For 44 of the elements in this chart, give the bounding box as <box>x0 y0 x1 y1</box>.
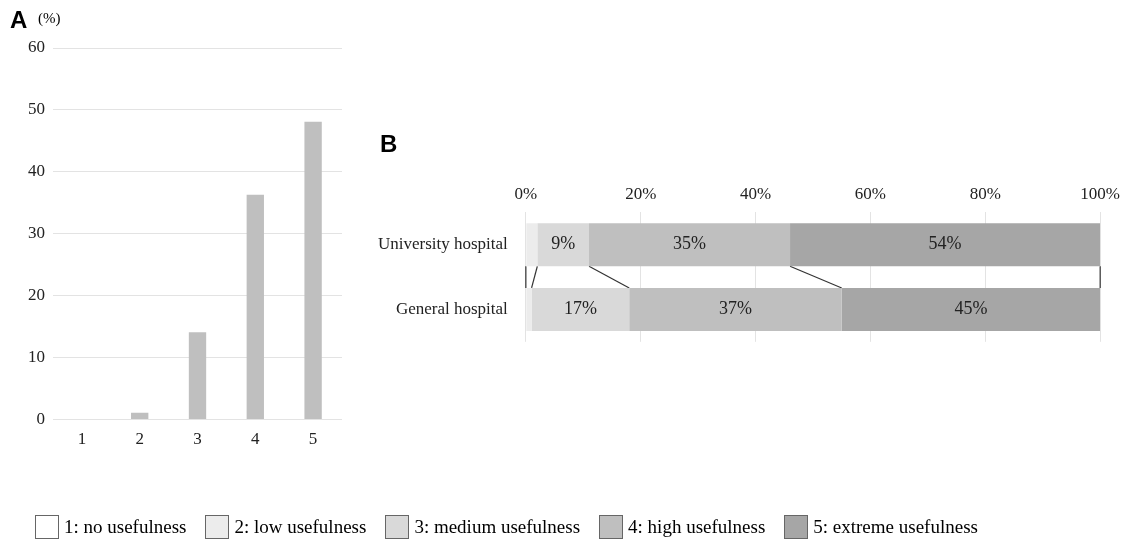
x-tick-label: 80% <box>969 183 1001 203</box>
y-axis-title: (%) <box>38 10 61 27</box>
y-tick-label: 50 <box>28 99 45 119</box>
x-tick-label: 1 <box>77 429 87 449</box>
x-tick-label: 100% <box>1080 183 1121 203</box>
bar <box>531 287 630 331</box>
bar <box>537 223 590 267</box>
x-tick-label: 60% <box>854 183 887 203</box>
y-tick-label: 20 <box>28 285 45 305</box>
x-tick-label: 4 <box>251 429 261 449</box>
bar <box>589 223 791 267</box>
data-label: 37% <box>718 298 752 319</box>
data-label: 45% <box>954 298 988 319</box>
data-label: 9% <box>551 233 576 254</box>
legend-label: 4: high usefulness <box>628 516 766 538</box>
y-tick-label: 10 <box>28 347 45 367</box>
bar <box>629 287 842 331</box>
text: 1: no usefulness <box>64 516 187 538</box>
chart-title: A <box>10 6 28 34</box>
x-tick-label: 20% <box>625 183 657 203</box>
y-tick-label: 30 <box>28 223 45 243</box>
x-tick-label: 2 <box>135 429 144 449</box>
y-tick-label: University hospital <box>377 234 509 254</box>
data-label: 54% <box>928 233 962 254</box>
bar <box>131 412 149 420</box>
bar <box>246 194 264 420</box>
x-tick-label: 5 <box>308 429 318 449</box>
y-tick-label: 60 <box>28 37 45 57</box>
legend-label: 5: extreme usefulness <box>813 516 978 538</box>
legend-label: 2: low usefulness <box>234 516 367 538</box>
data-label: 17% <box>563 298 597 319</box>
bar <box>188 332 207 420</box>
y-tick-label: General hospital <box>395 298 509 318</box>
bar <box>790 223 1101 267</box>
bar <box>304 121 322 420</box>
x-tick-label: 3 <box>193 429 202 449</box>
y-tick-label: 40 <box>28 161 45 181</box>
legend-label: 3: medium usefulness <box>414 516 581 538</box>
data-label: 35% <box>673 233 707 254</box>
bar <box>841 287 1101 331</box>
x-tick-label: 0% <box>514 183 538 203</box>
y-tick-label: 0 <box>36 409 45 429</box>
x-tick-label: 40% <box>739 183 772 203</box>
chart-title: B <box>380 130 398 158</box>
